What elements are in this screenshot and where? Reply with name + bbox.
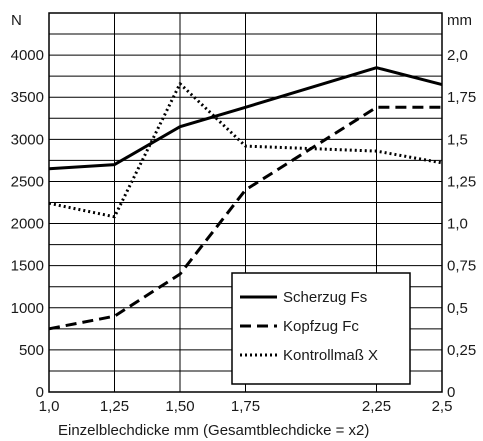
series-line-kopfzug: [48, 105, 442, 331]
y-left-tick-label: 1000: [11, 300, 44, 317]
legend: Scherzug Fs Kopfzug Fc Kontrollmaß X: [231, 272, 411, 385]
y-left-tick-label: 1500: [11, 258, 44, 275]
series-line-kontrollmass: [48, 82, 443, 219]
y-left-tick-label: 4000: [11, 47, 44, 64]
x-tick-label: 1,75: [231, 398, 260, 415]
series-layer: [48, 66, 443, 331]
x-axis-label: Einzelblechdicke mm (Gesamtblechdicke = …: [58, 422, 369, 439]
y-right-tick-label: 1,5: [447, 131, 468, 148]
x-tick-label: 1,25: [100, 398, 129, 415]
y-right-tick-label: 0,5: [447, 300, 468, 317]
y-right-tick-label: 1,25: [447, 173, 476, 190]
y-right-tick-label: 2,0: [447, 47, 468, 64]
legend-label-scherzug: Scherzug Fs: [283, 289, 367, 306]
y-right-unit: mm: [447, 12, 472, 29]
y-right-tick-label: 0: [447, 384, 455, 401]
y-left-tick-label: 0: [36, 384, 44, 401]
y-left-tick-label: 3500: [11, 89, 44, 106]
x-tick-label: 1,50: [165, 398, 194, 415]
y-left-tick-label: 3000: [11, 131, 44, 148]
legend-label-kontrollmass: Kontrollmaß X: [283, 347, 378, 364]
y-left-tick-label: 2000: [11, 216, 44, 233]
y-right-tick-label: 0,75: [447, 258, 476, 275]
series-line-scherzug: [48, 66, 443, 171]
y-right-tick-label: 0,25: [447, 342, 476, 359]
y-left-unit: N: [11, 12, 22, 29]
y-right-tick-label: 1,75: [447, 89, 476, 106]
x-tick-label: 1,0: [39, 398, 60, 415]
tick-labels: 0 500 1000 1500 2000 2500 3000 3500 4000 0 0,25 0,5…: [11, 47, 477, 415]
y-left-tick-label: 500: [19, 342, 44, 359]
y-right-tick-label: 1,0: [447, 216, 468, 233]
y-left-tick-label: 2500: [11, 173, 44, 190]
x-tick-label: 2,25: [362, 398, 391, 415]
x-tick-label: 2,5: [432, 398, 453, 415]
legend-box: [231, 272, 411, 385]
legend-label-kopfzug: Kopfzug Fc: [283, 318, 359, 335]
